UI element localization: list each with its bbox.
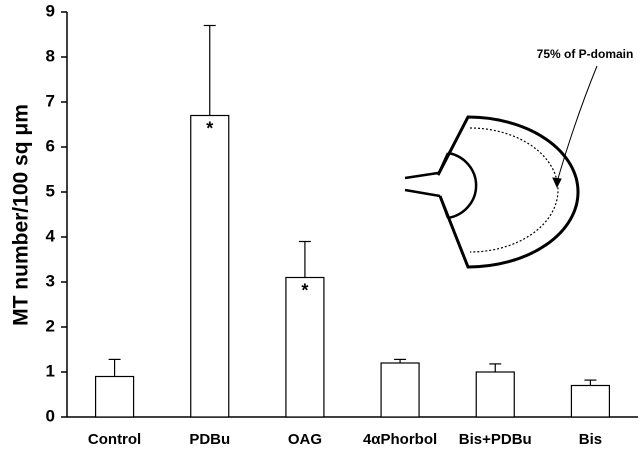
y-tick-label: 4 [46, 226, 56, 245]
x-tick-label: Control [88, 431, 141, 448]
y-tick-label: 8 [46, 46, 55, 65]
significance-mark: * [206, 118, 213, 138]
y-tick-label: 1 [46, 361, 55, 380]
y-tick-label: 9 [46, 1, 55, 20]
inset-diagram [404, 65, 598, 269]
y-tick-label: 3 [46, 271, 55, 290]
y-tick-label: 6 [46, 136, 55, 155]
bar [570, 384, 611, 418]
y-axis-label: MT number/100 sq μm [10, 104, 33, 326]
bar [285, 276, 325, 418]
x-tick-label: Bis+PDBu [459, 431, 532, 448]
bar [380, 362, 420, 418]
bar [475, 371, 515, 418]
x-tick-label: Bis [579, 431, 602, 448]
y-tick-label: 7 [46, 91, 55, 110]
significance-mark: * [301, 280, 308, 300]
x-tick-label: 4αPhorbol [363, 431, 437, 448]
x-tick-label: PDBu [189, 431, 230, 448]
x-tick-label: OAG [288, 431, 322, 448]
bar [190, 114, 230, 418]
y-tick-label: 0 [46, 406, 55, 425]
bar [94, 375, 135, 418]
inset-label: 75% of P-domain [537, 47, 634, 61]
y-tick-label: 5 [46, 181, 55, 200]
y-tick-label: 2 [46, 316, 55, 335]
